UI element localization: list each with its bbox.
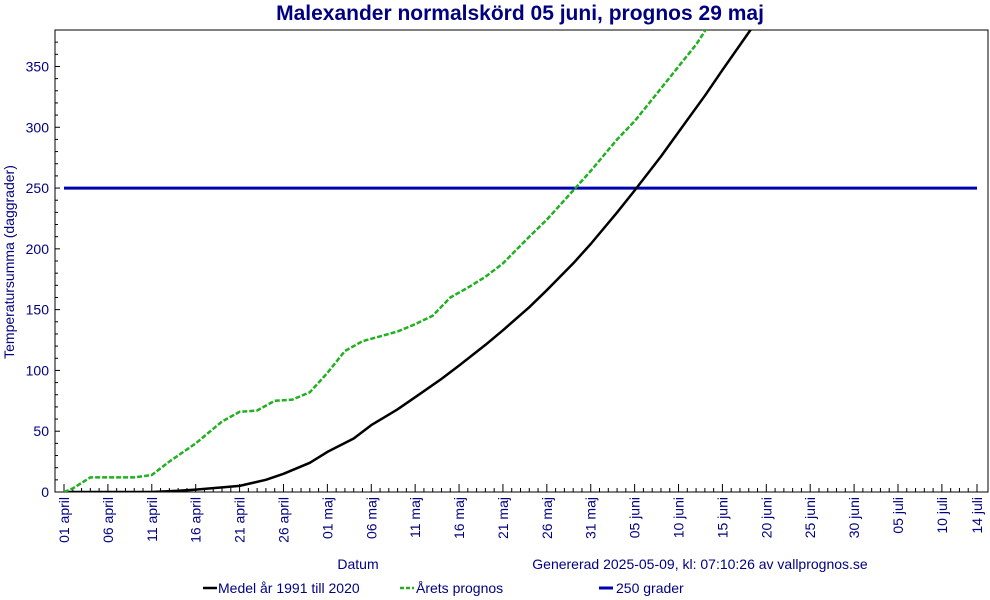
y-tick-label: 100 — [26, 362, 50, 378]
y-tick-label: 200 — [26, 241, 50, 257]
x-tick-label: 21 maj — [495, 497, 511, 539]
x-tick-label: 10 juni — [671, 497, 687, 538]
x-tick-label: 16 april — [188, 497, 204, 543]
y-tick-label: 300 — [26, 119, 50, 135]
x-axis: 01 april 06 april 11 april 16 april 21 april… — [56, 484, 985, 543]
series-layer — [63, 30, 977, 492]
x-tick-label: 05 juni — [627, 497, 643, 538]
x-tick-label: 10 juli — [934, 497, 950, 534]
series-line-medel — [64, 30, 753, 492]
x-tick-label: 06 maj — [363, 497, 379, 539]
legend-label-prognos: Årets prognos — [416, 580, 503, 596]
footer-generated: Genererad 2025-05-09, kl: 07:10:26 av va… — [532, 556, 868, 572]
legend-item-prognos: Årets prognos — [400, 580, 503, 596]
plot-area — [54, 29, 989, 493]
y-tick-label: 0 — [41, 484, 49, 500]
x-tick-label: 14 juli — [969, 497, 985, 534]
x-tick-label: 15 juni — [714, 497, 730, 538]
y-tick-label: 150 — [26, 302, 50, 318]
y-tick-label: 250 — [26, 180, 50, 196]
x-tick-label: 06 april — [100, 497, 116, 543]
x-tick-label: 26 maj — [539, 497, 555, 539]
y-tick-label: 50 — [33, 423, 49, 439]
legend-label-250: 250 grader — [616, 580, 684, 596]
x-tick-label: 26 april — [275, 497, 291, 543]
legend-item-medel: Medel år 1991 till 2020 — [203, 580, 360, 596]
legend-label-medel: Medel år 1991 till 2020 — [218, 580, 360, 596]
x-tick-label: 11 april — [144, 497, 160, 542]
x-tick-label: 20 juni — [758, 497, 774, 538]
x-tick-label: 25 juni — [802, 497, 818, 538]
x-tick-label: 11 maj — [407, 497, 423, 538]
x-tick-label: 01 april — [56, 497, 72, 543]
legend-item-250: 250 grader — [599, 580, 684, 596]
x-tick-label: 01 maj — [319, 497, 335, 539]
chart-title: Malexander normalskörd 05 juni, prognos … — [276, 2, 764, 25]
x-tick-label: 31 maj — [583, 497, 599, 539]
legend: Medel år 1991 till 2020 Årets prognos 25… — [203, 580, 684, 596]
x-tick-label: 30 juni — [846, 497, 862, 538]
x-axis-label: Datum — [337, 556, 378, 572]
y-tick-label: 350 — [26, 58, 50, 74]
y-axis: 0 50 100 150 200 250 300 350 — [26, 41, 60, 500]
x-tick-label: 21 april — [232, 497, 248, 543]
x-tick-label: 05 juli — [890, 497, 906, 534]
x-tick-label: 16 maj — [451, 497, 467, 539]
y-axis-label: Temperatursumma (daggrader) — [1, 165, 17, 359]
